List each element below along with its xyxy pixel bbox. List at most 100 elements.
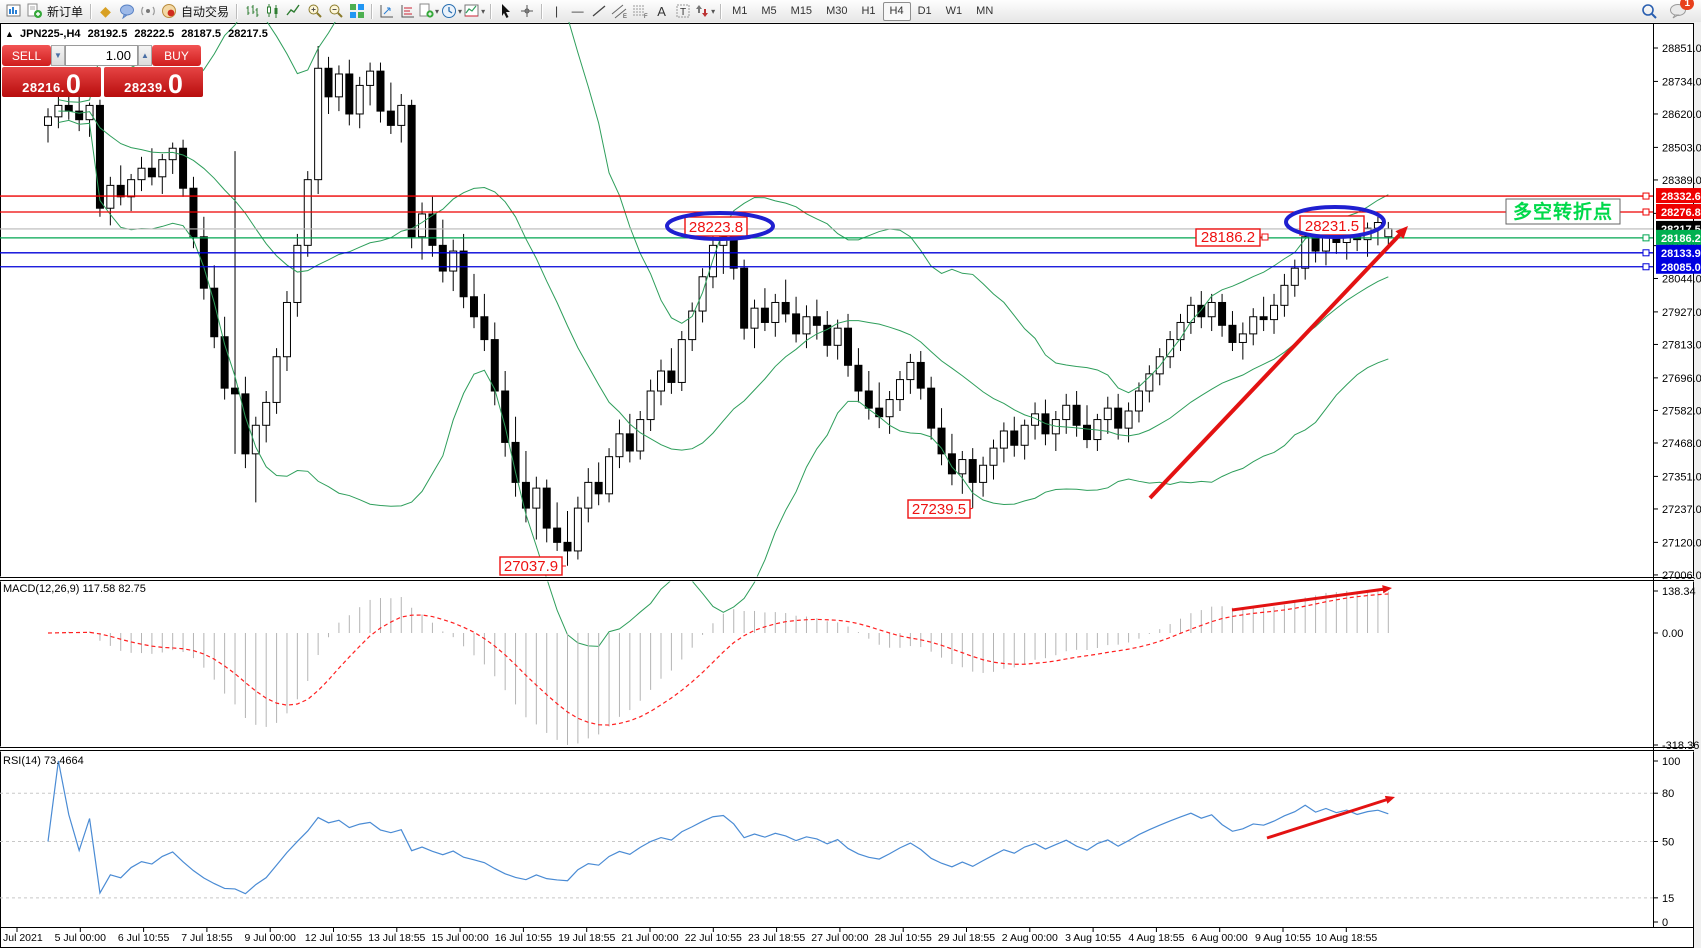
toolbar-right: 1 [1639,0,1698,21]
volume-down-button[interactable]: ▼ [51,45,65,66]
text-icon[interactable]: A [657,3,666,19]
svg-text:7 Jul 18:55: 7 Jul 18:55 [181,932,233,944]
tf-button-M5[interactable]: M5 [761,4,777,17]
svg-text:28620.0: 28620.0 [1662,109,1701,121]
svg-text:5 Jul 00:00: 5 Jul 00:00 [55,932,107,944]
channel-icon[interactable]: E [610,1,629,21]
sell-price-big-digit: 0 [65,69,81,99]
svg-text:29 Jul 18:55: 29 Jul 18:55 [938,932,995,944]
svg-text:F: F [644,14,648,19]
svg-text:6 Jul 10:55: 6 Jul 10:55 [118,932,170,944]
one-click-trade-panel: SELL ▼ 1.00 ▲ BUY 28216. 0 28239. 0 [2,45,203,99]
period-dropdown-icon[interactable]: ▾ [441,1,462,21]
toolbar: 新订单 ◆ 自动交易 ▾ ▾ ▾ [0,0,1701,22]
buy-price[interactable]: 28239. 0 [104,67,203,99]
search-icon[interactable] [1640,1,1659,21]
rsi-label: RSI(14) 73.4664 [3,755,84,767]
svg-text:0: 0 [1662,917,1668,929]
tf-button-H1[interactable]: H1 [861,4,876,17]
svg-text:27120.0: 27120.0 [1662,537,1701,549]
quote-close: 28217.5 [228,28,268,40]
toolbar-separator [371,3,373,19]
tf-button-MN[interactable]: MN [976,4,994,17]
zoom-in-icon[interactable] [305,1,324,21]
vertical-line-icon[interactable]: | [555,4,559,18]
cursor-icon[interactable] [496,1,515,21]
svg-text:28186.2: 28186.2 [1201,229,1255,246]
svg-text:16 Jul 10:55: 16 Jul 10:55 [495,932,552,944]
svg-text:15: 15 [1662,893,1674,905]
svg-text:28503.0: 28503.0 [1662,142,1701,154]
line-chart-icon[interactable] [284,1,303,21]
quote-low: 28187.5 [181,28,222,40]
svg-text:28276.8: 28276.8 [1661,207,1701,219]
svg-text:28851.0: 28851.0 [1662,43,1701,55]
volume-up-button[interactable]: ▲ [138,45,152,66]
buy-price-big-digit: 0 [167,69,183,99]
toolbar-separator [541,3,543,19]
svg-text:21 Jul 00:00: 21 Jul 00:00 [621,932,678,944]
svg-text:13 Jul 18:55: 13 Jul 18:55 [368,932,425,944]
buy-button[interactable]: BUY [152,45,201,66]
toolbar-separator [720,3,722,19]
autotrade-label[interactable]: 自动交易 [181,4,230,19]
sell-button[interactable]: SELL [2,45,51,66]
volume-input[interactable]: 1.00 [65,45,138,66]
chat-icon[interactable]: 1 [1668,0,1694,21]
tile-windows-icon[interactable] [347,1,366,21]
svg-text:6 Aug 00:00: 6 Aug 00:00 [1192,932,1248,944]
quote-open: 28192.5 [87,28,128,40]
tf-button-D1[interactable]: D1 [917,4,932,17]
svg-text:27813.0: 27813.0 [1662,339,1701,351]
tf-button-W1[interactable]: W1 [945,4,963,17]
messenger-icon[interactable] [117,1,136,21]
svg-text:28332.6: 28332.6 [1661,191,1701,203]
tf-button-H4[interactable]: H4 [882,1,911,21]
tf-button-M1[interactable]: M1 [732,4,748,17]
arrange-a-icon[interactable] [377,1,396,21]
crosshair-icon[interactable] [517,1,536,21]
seal-icon[interactable]: ◆ [100,2,111,19]
svg-text:28 Jul 10:55: 28 Jul 10:55 [875,932,932,944]
new-order-dropdown-icon[interactable]: ▾ [419,1,439,21]
svg-text:27468.0: 27468.0 [1662,438,1701,450]
tf-button-M15[interactable]: M15 [790,4,813,17]
svg-text:27927.0: 27927.0 [1662,307,1701,319]
new-order-icon[interactable] [25,1,44,21]
text-label-icon[interactable]: T [673,1,692,21]
svg-text:2 Aug 00:00: 2 Aug 00:00 [1002,932,1058,944]
svg-text:T: T [680,7,686,18]
svg-text:28133.9: 28133.9 [1661,248,1701,260]
svg-text:12 Jul 10:55: 12 Jul 10:55 [305,932,362,944]
svg-text:28085.0: 28085.0 [1661,262,1701,274]
shapes-icon[interactable]: ▾ [694,1,715,21]
fibonacci-icon[interactable]: F [631,1,650,21]
horizontal-line-icon[interactable]: — [571,4,584,18]
tf-button-M30[interactable]: M30 [826,4,848,17]
svg-text:19 Jul 18:55: 19 Jul 18:55 [558,932,615,944]
svg-text:E: E [623,14,627,19]
quote-bar: ▲ JPN225-,H4 28192.5 28222.5 28187.5 282… [5,28,272,40]
arrange-b-icon[interactable] [398,1,417,21]
svg-text:15 Jul 00:00: 15 Jul 00:00 [431,932,488,944]
new-order-label[interactable]: 新订单 [47,4,84,19]
candlestick-chart-icon[interactable] [263,1,282,21]
sell-price[interactable]: 28216. 0 [2,67,101,99]
sell-price-main: 28216. [22,80,65,95]
signal-icon[interactable] [138,1,157,21]
svg-text:28044.0: 28044.0 [1662,273,1701,285]
toolbar-separator [90,3,92,19]
new-chart-icon[interactable] [4,1,23,21]
svg-text:28231.5: 28231.5 [1305,218,1359,235]
autotrade-icon[interactable] [159,1,178,21]
trendline-icon[interactable] [589,1,608,21]
collapse-panel-icon[interactable]: ▲ [5,29,14,39]
bar-chart-icon[interactable] [242,1,261,21]
template-dropdown-icon[interactable]: ▾ [464,1,485,21]
zoom-out-icon[interactable] [326,1,345,21]
svg-text:27 Jul 00:00: 27 Jul 00:00 [811,932,868,944]
svg-text:28389.0: 28389.0 [1662,175,1701,187]
svg-text:28734.0: 28734.0 [1662,76,1701,88]
toolbar-separator [490,3,492,19]
